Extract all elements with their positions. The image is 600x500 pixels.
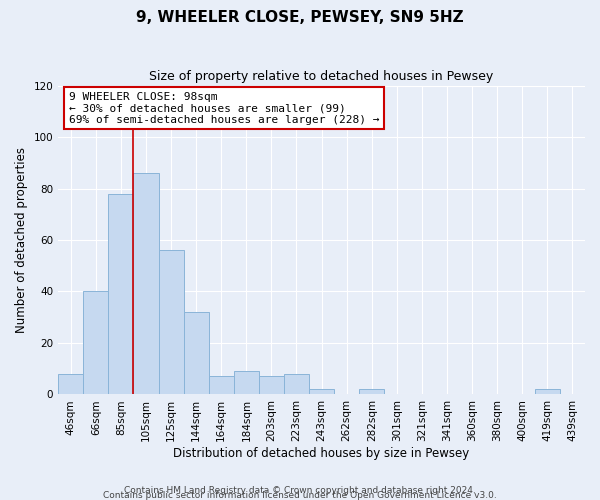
Bar bbox=[234, 372, 259, 394]
Bar bbox=[284, 374, 309, 394]
Bar bbox=[83, 292, 109, 395]
Bar bbox=[184, 312, 209, 394]
Bar bbox=[309, 390, 334, 394]
Bar bbox=[133, 173, 158, 394]
Bar bbox=[109, 194, 133, 394]
Bar bbox=[58, 374, 83, 394]
Bar bbox=[359, 390, 385, 394]
Bar bbox=[259, 376, 284, 394]
Bar bbox=[535, 390, 560, 394]
Y-axis label: Number of detached properties: Number of detached properties bbox=[15, 147, 28, 333]
Bar bbox=[158, 250, 184, 394]
Text: Contains public sector information licensed under the Open Government Licence v3: Contains public sector information licen… bbox=[103, 490, 497, 500]
Text: 9, WHEELER CLOSE, PEWSEY, SN9 5HZ: 9, WHEELER CLOSE, PEWSEY, SN9 5HZ bbox=[136, 10, 464, 25]
Text: 9 WHEELER CLOSE: 98sqm
← 30% of detached houses are smaller (99)
69% of semi-det: 9 WHEELER CLOSE: 98sqm ← 30% of detached… bbox=[69, 92, 379, 125]
Text: Contains HM Land Registry data © Crown copyright and database right 2024.: Contains HM Land Registry data © Crown c… bbox=[124, 486, 476, 495]
Bar bbox=[209, 376, 234, 394]
Title: Size of property relative to detached houses in Pewsey: Size of property relative to detached ho… bbox=[149, 70, 494, 83]
X-axis label: Distribution of detached houses by size in Pewsey: Distribution of detached houses by size … bbox=[173, 447, 470, 460]
